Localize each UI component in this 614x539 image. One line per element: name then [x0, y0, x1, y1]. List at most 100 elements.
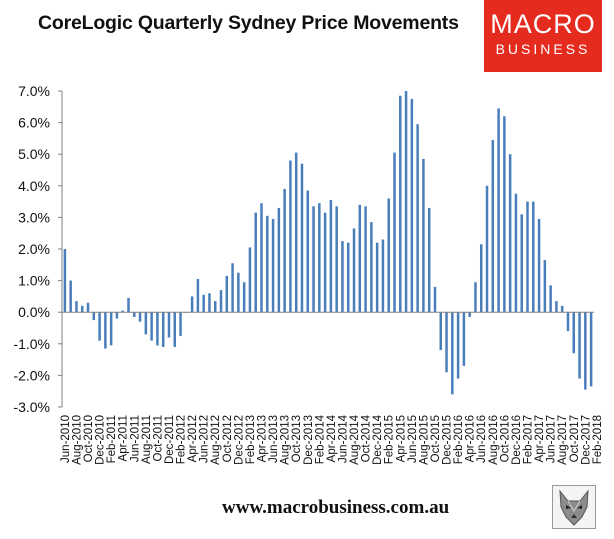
- bar: [323, 212, 327, 313]
- bar: [364, 206, 367, 313]
- bar: [346, 242, 350, 313]
- bar: [584, 312, 587, 390]
- bar: [231, 263, 234, 313]
- bar: [566, 312, 570, 332]
- bar: [80, 305, 84, 313]
- y-tick-label: 4.0%: [18, 178, 50, 194]
- bar: [491, 139, 495, 313]
- y-tick-label: 1.0%: [18, 273, 50, 289]
- bar: [537, 218, 541, 313]
- chart-title: CoreLogic Quarterly Sydney Price Movemen…: [38, 12, 459, 34]
- bar: [370, 222, 373, 313]
- y-tick-label: -1.0%: [13, 336, 50, 352]
- x-tick-label: Oct-2015: [430, 415, 442, 462]
- x-tick-label: Oct-2013: [291, 415, 303, 462]
- x-tick-label: Dec-2012: [233, 415, 245, 465]
- bar: [266, 215, 269, 313]
- x-tick-label: Aug-2015: [418, 415, 430, 465]
- bar: [306, 190, 310, 313]
- bar: [109, 312, 113, 346]
- bar: [92, 312, 96, 321]
- x-tick-label: Aug-2017: [557, 415, 569, 465]
- x-tick-label: Feb-2016: [453, 415, 465, 464]
- x-tick-label: Dec-2017: [580, 415, 592, 465]
- bar: [300, 163, 304, 313]
- x-tick-label: Oct-2016: [499, 415, 511, 462]
- bar: [173, 312, 177, 347]
- bar: [410, 98, 414, 313]
- bar: [277, 207, 281, 313]
- bar: [462, 312, 466, 366]
- x-tick-label: Jun-2012: [199, 415, 211, 463]
- x-tick-label: Dec-2010: [95, 415, 107, 465]
- bar: [318, 203, 321, 313]
- macrobusiness-logo: MACRO BUSINESS: [484, 0, 602, 72]
- bar: [427, 207, 431, 313]
- x-tick-label: Apr-2014: [326, 414, 338, 462]
- x-tick-label: Jun-2015: [407, 415, 419, 463]
- footer-url: www.macrobusiness.com.au: [222, 497, 450, 518]
- bar: [329, 200, 333, 313]
- bar: [138, 312, 142, 322]
- x-tick-label: Dec-2015: [442, 415, 454, 465]
- bar: [86, 302, 90, 313]
- x-tick-label: Dec-2011: [164, 415, 176, 464]
- x-tick-label: Feb-2018: [592, 415, 604, 464]
- bar: [572, 312, 576, 354]
- bar: [254, 212, 257, 313]
- y-tick-label: 7.0%: [18, 83, 50, 99]
- bar: [121, 310, 124, 313]
- x-tick-label: Jun-2013: [268, 415, 280, 463]
- bar: [133, 312, 136, 317]
- x-tick-label: Dec-2016: [511, 415, 523, 465]
- bar: [167, 312, 171, 338]
- bar: [416, 124, 419, 313]
- x-tick-label: Aug-2012: [210, 415, 222, 465]
- x-axis-ticks: Jun-2010 Aug-2010 Oct-2010 Dec-2010 Feb-2011…: [60, 414, 604, 464]
- x-tick-label: Feb-2012: [176, 415, 188, 464]
- bar: [115, 312, 119, 319]
- bar: [503, 116, 506, 313]
- bar: [543, 260, 547, 313]
- bar: [242, 282, 246, 313]
- bar: [526, 201, 529, 313]
- bar: [474, 282, 477, 313]
- bar: [514, 193, 518, 313]
- bars: [63, 91, 593, 395]
- x-tick-label: Aug-2014: [349, 414, 361, 464]
- x-tick-label: Jun-2016: [476, 415, 488, 463]
- bar-chart: -3.0% -2.0% -1.0% 0.0% 1.0% 2.0% 3.0% 4.0% 5.0% 6…: [13, 83, 604, 465]
- bar: [237, 272, 240, 313]
- bar: [156, 312, 159, 346]
- wolf-icon: [552, 485, 596, 529]
- x-tick-label: Feb-2013: [245, 415, 257, 464]
- bar: [387, 198, 390, 313]
- bar: [294, 152, 298, 313]
- y-tick-label: 5.0%: [18, 146, 50, 162]
- bar: [219, 290, 223, 313]
- y-axis-ticks: -3.0% -2.0% -1.0% 0.0% 1.0% 2.0% 3.0% 4.0% 5.0% 6…: [13, 83, 62, 415]
- x-tick-label: Oct-2012: [222, 415, 234, 462]
- x-tick-label: Feb-2015: [384, 415, 396, 464]
- bar: [497, 108, 500, 313]
- bar: [161, 312, 165, 347]
- bar: [404, 91, 408, 313]
- y-tick-label: -2.0%: [13, 367, 50, 383]
- bar: [225, 275, 229, 313]
- x-tick-label: Aug-2010: [71, 415, 83, 465]
- y-tick-label: -3.0%: [13, 399, 50, 415]
- x-tick-label: Apr-2013: [257, 415, 269, 462]
- bar: [520, 214, 523, 313]
- x-tick-label: Apr-2015: [395, 415, 407, 462]
- bar: [312, 206, 315, 313]
- x-tick-label: Jun-2011: [129, 415, 141, 462]
- x-tick-label: Oct-2014: [361, 414, 373, 462]
- x-tick-label: Feb-2017: [523, 415, 535, 464]
- bar: [422, 158, 425, 313]
- x-tick-label: Jun-2017: [546, 415, 558, 463]
- bar: [578, 312, 581, 379]
- x-tick-label: Aug-2011: [141, 415, 153, 464]
- bar: [381, 239, 385, 313]
- bar: [375, 242, 379, 313]
- x-tick-label: Jun-2014: [337, 414, 349, 463]
